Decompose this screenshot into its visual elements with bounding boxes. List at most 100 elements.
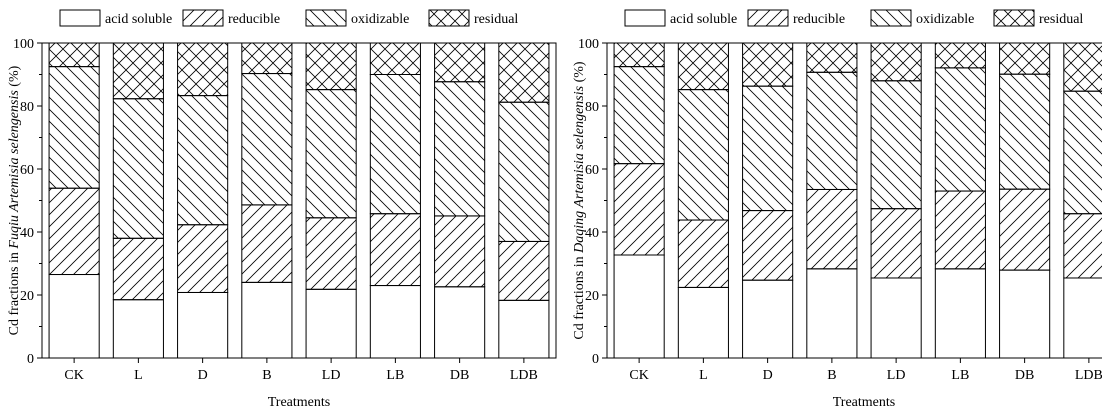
bar-residual-b [806, 42, 858, 73]
y-tick-label: 80 [20, 100, 34, 115]
x-tick-label: LD [887, 368, 906, 383]
x-tick-label: D [198, 368, 208, 383]
legend-swatch-residual [428, 9, 470, 27]
bar-reducible-b [241, 204, 293, 283]
x-tick-label: CK [629, 368, 648, 383]
legend-label-oxidizable: oxidizable [916, 12, 974, 27]
bar-reducible-ldb [498, 240, 550, 301]
bar-residual-l [112, 42, 164, 100]
bar-stack-b [806, 42, 858, 359]
x-tick-label: CK [64, 368, 83, 383]
bar-stack-db [434, 42, 486, 359]
bar-oxidizable-db [999, 73, 1051, 190]
bar-oxidizable-l [112, 98, 164, 239]
y-tick-label: 60 [20, 163, 34, 178]
legend: acid soluble reducible oxidizable residual [59, 9, 518, 27]
legend-swatch-acid-soluble [624, 9, 666, 27]
bar-oxidizable-lb [934, 67, 986, 192]
legend-label-acid-soluble: acid soluble [670, 12, 737, 27]
bar-stack-l [677, 42, 729, 359]
y-tick-label: 100 [578, 37, 599, 52]
bar-acid-soluble-db [999, 269, 1051, 359]
bar-reducible-d [177, 224, 229, 293]
bar-acid-soluble-lb [369, 285, 421, 359]
legend-label-reducible: reducible [793, 12, 845, 27]
x-tick-label: DB [1015, 368, 1034, 383]
legend-swatch-residual [993, 9, 1035, 27]
bar-reducible-db [999, 188, 1051, 271]
x-tick-label: L [134, 368, 143, 383]
bar-reducible-ck [48, 187, 100, 276]
bar-stack-ldb [498, 42, 550, 359]
bar-oxidizable-b [806, 71, 858, 190]
y-tick-label: 0 [592, 352, 599, 367]
legend-swatch-reducible [747, 9, 789, 27]
bar-reducible-lb [934, 190, 986, 270]
bar-stack-db [999, 42, 1051, 359]
x-tick-label: B [262, 368, 271, 383]
y-tick-label: 100 [13, 37, 34, 52]
x-tick-label: D [763, 368, 773, 383]
bar-oxidizable-l [677, 89, 729, 221]
bar-acid-soluble-ld [870, 277, 922, 359]
bar-stack-l [112, 42, 164, 359]
x-tick-label: LB [386, 368, 404, 383]
bar-reducible-ldb [1063, 213, 1102, 279]
bar-stack-ck [613, 42, 665, 359]
bar-acid-soluble-db [434, 286, 486, 359]
bar-stack-lb [934, 42, 986, 359]
x-tick-label: DB [450, 368, 469, 383]
bar-residual-db [434, 42, 486, 83]
bar-oxidizable-d [177, 95, 229, 226]
bar-oxidizable-ld [305, 89, 357, 219]
bar-acid-soluble-b [241, 281, 293, 359]
bar-reducible-ck [613, 163, 665, 256]
legend-swatch-oxidizable [870, 9, 912, 27]
bar-residual-db [999, 42, 1051, 75]
y-tick-label: 80 [585, 100, 599, 115]
bar-acid-soluble-lb [934, 268, 986, 359]
x-axis-label: Treatments [833, 395, 895, 410]
bar-residual-ldb [1063, 42, 1102, 92]
legend-label-reducible: reducible [228, 12, 280, 27]
bar-reducible-d [742, 210, 794, 281]
bar-oxidizable-ck [613, 66, 665, 165]
bar-stack-ld [870, 42, 922, 359]
legend-label-residual: residual [1039, 12, 1083, 27]
x-tick-label: LDB [1075, 368, 1102, 383]
bar-residual-ld [870, 42, 922, 82]
bar-residual-ldb [498, 42, 550, 103]
bar-acid-soluble-l [112, 299, 164, 359]
y-tick-label: 20 [585, 289, 599, 304]
legend-swatch-reducible [182, 9, 224, 27]
bar-stack-lb [369, 42, 421, 359]
bar-stack-ck [48, 42, 100, 359]
bar-residual-lb [934, 42, 986, 69]
bar-acid-soluble-ldb [498, 299, 550, 359]
bar-acid-soluble-ck [48, 274, 100, 359]
y-tick-label: 20 [20, 289, 34, 304]
x-tick-label: B [827, 368, 836, 383]
bar-acid-soluble-ld [305, 288, 357, 359]
legend-swatch-oxidizable [305, 9, 347, 27]
legend-label-acid-soluble: acid soluble [105, 12, 172, 27]
bar-oxidizable-ldb [498, 101, 550, 242]
bar-oxidizable-ck [48, 66, 100, 189]
legend-swatch-acid-soluble [59, 9, 101, 27]
bar-reducible-l [112, 237, 164, 301]
x-tick-label: L [699, 368, 708, 383]
bar-residual-b [241, 42, 293, 75]
y-axis-label: Cd fractions in Fuqiu Artemisia selengen… [7, 65, 22, 335]
bar-oxidizable-b [241, 73, 293, 206]
y-tick-label: 40 [20, 226, 34, 241]
bar-acid-soluble-d [177, 291, 229, 359]
bar-acid-soluble-ldb [1063, 277, 1102, 359]
bar-oxidizable-db [434, 81, 486, 217]
x-tick-label: LDB [510, 368, 538, 383]
bar-stack-d [177, 42, 229, 359]
bar-residual-ck [48, 42, 100, 68]
bar-reducible-l [677, 219, 729, 288]
bar-residual-d [742, 42, 794, 87]
bar-acid-soluble-l [677, 286, 729, 359]
x-tick-label: LB [951, 368, 969, 383]
